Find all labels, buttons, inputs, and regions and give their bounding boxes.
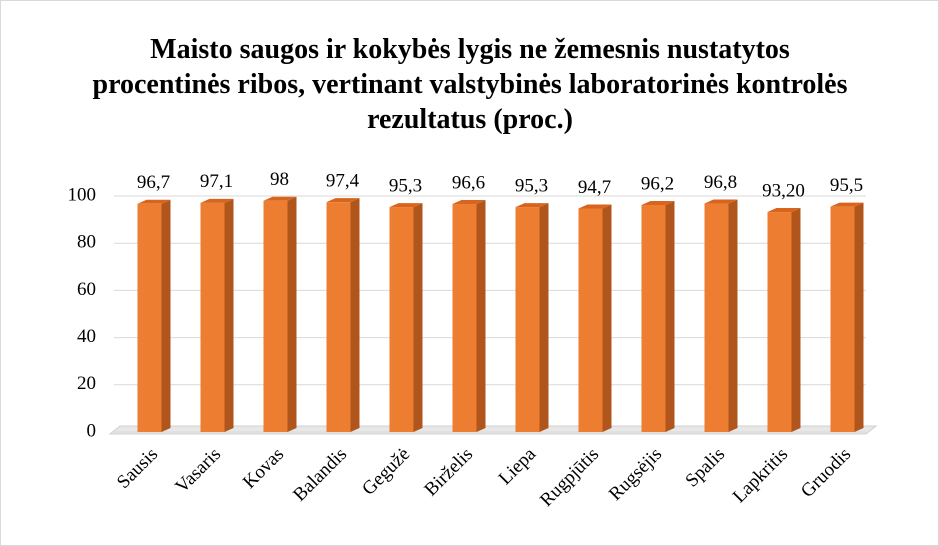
bar-top (767, 208, 801, 213)
bar-side (665, 200, 675, 432)
bar (641, 204, 666, 432)
bar-top (452, 200, 486, 205)
bar (137, 203, 162, 432)
bar-side (539, 203, 549, 432)
y-tick-label: 80 (77, 232, 96, 253)
x-tick-label: Rugsėjis (605, 444, 666, 505)
x-tick-label: Rugpjūtis (536, 444, 603, 511)
x-tick-label: Balandis (289, 444, 351, 506)
x-tick-label: Liepa (495, 443, 541, 489)
bar (515, 207, 540, 432)
data-label: 96,8 (704, 172, 737, 193)
data-label: 97,4 (326, 170, 360, 191)
bar-side (413, 203, 423, 432)
x-tick-label: Sausis (113, 444, 162, 493)
x-tick-label: Kovas (239, 444, 288, 493)
bar (830, 206, 855, 432)
bar-side (602, 204, 612, 432)
bar-top (200, 198, 234, 203)
bar-top (830, 202, 864, 207)
data-label: 95,3 (389, 175, 422, 196)
bar (767, 212, 792, 432)
y-tick-label: 100 (68, 184, 97, 205)
bar (704, 203, 729, 432)
bar (389, 207, 414, 432)
data-label: 94,7 (578, 177, 611, 198)
bar (200, 202, 225, 432)
bar-side (854, 202, 864, 432)
x-tick-label: Gegužė (358, 444, 414, 500)
bar-side (287, 196, 297, 432)
y-tick-label: 40 (77, 326, 96, 347)
bar-side (476, 200, 486, 432)
bar-side (728, 199, 738, 432)
x-tick-label: Vasaris (171, 444, 225, 498)
bar-top (326, 198, 360, 203)
bar-top (578, 204, 612, 209)
x-tick-label: Birželis (420, 444, 477, 501)
x-tick-label: Gruodis (797, 444, 855, 502)
data-label: 96,6 (452, 172, 485, 193)
bar-top (263, 196, 297, 201)
bar (578, 208, 603, 432)
data-label: 93,20 (762, 180, 805, 201)
data-label: 97,1 (200, 171, 233, 192)
data-label: 95,3 (515, 175, 548, 196)
y-tick-label: 20 (77, 373, 96, 394)
bar-side (161, 199, 171, 432)
y-tick-label: 60 (77, 279, 96, 300)
bar-top (515, 203, 549, 208)
x-tick-label: Spalis (681, 444, 729, 492)
bar-top (641, 200, 675, 205)
bar (263, 200, 288, 432)
bar-side (791, 208, 801, 432)
bar (452, 204, 477, 432)
y-tick-label: 0 (87, 420, 97, 441)
data-label: 95,5 (830, 175, 863, 196)
bar-side (350, 198, 360, 432)
bar-top (389, 203, 423, 208)
x-tick-label: Lapkritis (729, 444, 792, 507)
chart-title: Maisto saugos ir kokybės lygis ne žemesn… (92, 34, 848, 135)
data-label: 96,7 (137, 172, 170, 193)
bar-top (704, 199, 738, 204)
data-label: 96,2 (641, 173, 674, 194)
bar (326, 202, 351, 432)
bar-side (224, 198, 234, 432)
data-label: 98 (270, 169, 289, 190)
bar-top (137, 199, 171, 204)
